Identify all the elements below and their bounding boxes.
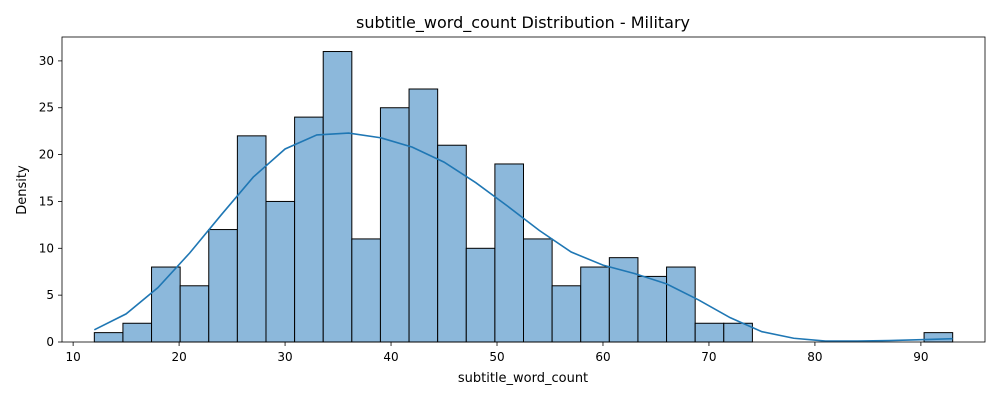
y-axis-ticks: 0 5 10 15 20 25 30 (39, 54, 62, 349)
histogram-bar (179, 285, 210, 343)
histogram-bar (494, 163, 525, 343)
x-axis-ticks: 10 20 30 40 50 60 70 80 90 (65, 342, 929, 364)
kde-curve (93, 132, 953, 342)
histogram-bar (408, 88, 439, 343)
x-tick-label: 20 (171, 350, 186, 364)
y-tick-label: 20 (39, 148, 54, 162)
x-tick-label: 40 (383, 350, 398, 364)
histogram-bar (351, 238, 381, 343)
histogram-bar (122, 322, 153, 343)
y-tick-label: 25 (39, 101, 54, 115)
histogram-bar (437, 144, 467, 343)
histogram-bar (637, 275, 668, 343)
x-tick-label: 70 (701, 350, 716, 364)
histogram-bar (236, 135, 267, 343)
histogram-bar (265, 200, 296, 343)
histogram-bar (580, 266, 610, 343)
histogram-bar (694, 322, 725, 343)
x-axis-label: subtitle_word_count (458, 371, 588, 386)
histogram-bar (93, 332, 124, 343)
y-tick-label: 15 (39, 194, 54, 208)
x-tick-label: 90 (913, 350, 928, 364)
plot-frame (61, 36, 986, 343)
y-axis-label: Density (15, 165, 30, 215)
y-tick-label: 30 (39, 54, 54, 68)
histogram-bar (379, 107, 410, 343)
x-tick-label: 50 (489, 350, 504, 364)
histogram-bar (294, 116, 324, 343)
x-tick-label: 30 (277, 350, 292, 364)
histogram-bar (608, 257, 639, 343)
histogram-bar (208, 229, 238, 343)
histogram-bar (523, 238, 553, 343)
histogram-bar (322, 51, 353, 343)
x-tick-label: 10 (65, 350, 80, 364)
chart-title: subtitle_word_count Distribution - Milit… (356, 13, 690, 33)
y-tick-label: 5 (46, 288, 54, 302)
histogram-bar (923, 332, 954, 343)
bars-group (93, 51, 954, 343)
histogram-bar (551, 285, 582, 343)
y-tick-label: 0 (46, 335, 54, 349)
histogram-bar (666, 266, 696, 343)
histogram-bar (465, 247, 496, 343)
x-tick-label: 60 (595, 350, 610, 364)
x-tick-label: 80 (807, 350, 822, 364)
y-tick-label: 10 (39, 241, 54, 255)
